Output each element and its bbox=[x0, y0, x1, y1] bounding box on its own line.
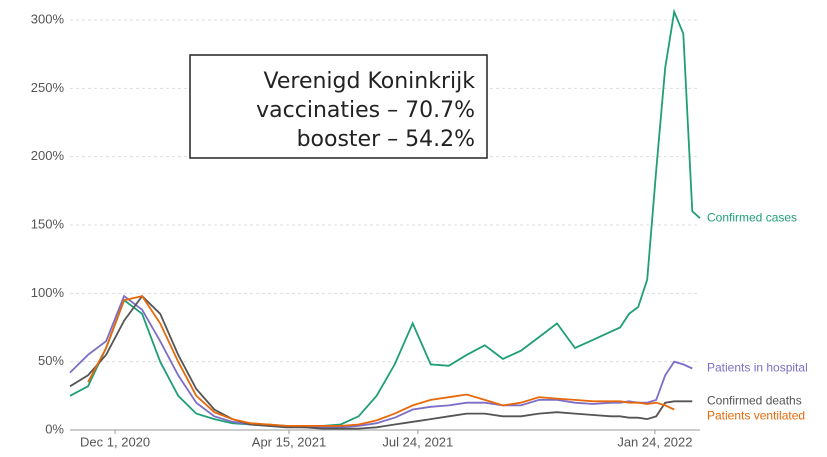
series-label: Patients ventilated bbox=[707, 408, 805, 422]
series-line bbox=[69, 294, 693, 430]
x-tick-label: Jul 24, 2021 bbox=[382, 434, 453, 449]
annotation: booster – 54.2% bbox=[297, 127, 475, 152]
y-tick-label: 150% bbox=[31, 216, 65, 231]
annotation-box bbox=[189, 54, 488, 159]
annotation: Verenigd Koninkrijk bbox=[264, 69, 476, 94]
annotation: vaccinaties – 70.7% bbox=[256, 98, 475, 123]
y-tick-label: 50% bbox=[38, 353, 64, 368]
x-tick-label: Apr 15, 2021 bbox=[252, 434, 326, 449]
series-label: Patients in hospital bbox=[707, 361, 808, 375]
series-line bbox=[69, 8, 701, 427]
series-label: Confirmed cases bbox=[707, 210, 797, 224]
y-tick-label: 0% bbox=[45, 421, 64, 436]
lines bbox=[69, 8, 701, 430]
y-tick-label: 200% bbox=[31, 148, 65, 163]
y-tick-label: 100% bbox=[31, 285, 65, 300]
series-label: Confirmed deaths bbox=[707, 393, 802, 407]
y-tick-label: 250% bbox=[31, 80, 65, 95]
y-tick-label: 300% bbox=[31, 11, 65, 26]
x-tick-label: Dec 1, 2020 bbox=[80, 434, 150, 449]
series-line bbox=[87, 295, 675, 427]
x-tick-label: Jan 24, 2022 bbox=[617, 434, 692, 449]
